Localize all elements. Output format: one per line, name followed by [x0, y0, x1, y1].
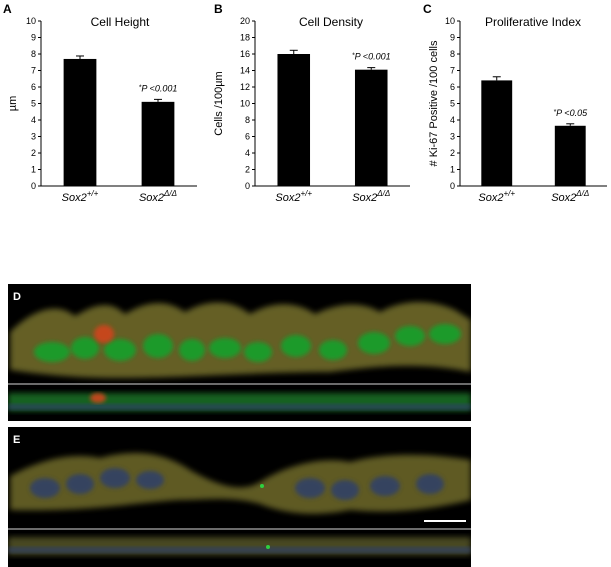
chart-title: Cell Density [299, 15, 363, 29]
category-label: Sox2+/+ [478, 189, 515, 204]
y-axis-label: Cells /100µm [213, 71, 225, 135]
y-tick-label: 7 [31, 66, 36, 76]
y-tick-label: 6 [450, 82, 455, 92]
bar [481, 80, 513, 186]
y-tick-label: 14 [240, 66, 250, 76]
bar [277, 54, 311, 186]
y-tick-label: 4 [450, 115, 455, 125]
y-tick-label: 4 [245, 148, 250, 158]
y-tick-label: 10 [240, 99, 250, 109]
y-tick-label: 0 [450, 181, 455, 191]
y-tick-label: 0 [31, 181, 36, 191]
y-tick-label: 1 [450, 165, 455, 175]
category-label: Sox2+/+ [62, 189, 99, 204]
y-tick-label: 3 [31, 132, 36, 142]
y-tick-label: 8 [31, 49, 36, 59]
category-label: Sox2Δ/Δ [551, 189, 589, 204]
y-tick-label: 6 [245, 132, 250, 142]
y-tick-label: 2 [31, 148, 36, 158]
panel-letter-a: A [3, 2, 12, 16]
y-axis-label: # Ki-67 Positive /100 cells [428, 40, 440, 166]
y-tick-label: 4 [31, 115, 36, 125]
significance-annotation: *P <0.001 [139, 83, 178, 93]
chart-proliferative-index: Proliferative Index 0 1 2 3 4 5 6 7 8 9 10 # Ki-67 P… [428, 15, 607, 204]
y-tick-label: 12 [240, 82, 250, 92]
panel-letter-c: C [423, 2, 432, 16]
significance-annotation: *P <0.001 [352, 52, 391, 62]
y-tick-label: 7 [450, 66, 455, 76]
y-tick-label: 8 [450, 49, 455, 59]
y-tick-label: 2 [245, 165, 250, 175]
chart-title: Cell Height [91, 15, 150, 29]
y-tick-label: 3 [450, 132, 455, 142]
micrograph-e: E [8, 427, 471, 567]
bar [354, 69, 388, 186]
panel-letter-e: E [13, 434, 20, 446]
chart-cell-density: Cell Density 0 2 4 6 8 10 12 14 16 18 20 Cells /100µ… [213, 15, 410, 204]
y-tick-label: 6 [31, 82, 36, 92]
y-tick-label: 9 [450, 33, 455, 43]
bar [63, 58, 97, 187]
y-tick-label: 0 [245, 181, 250, 191]
category-label: Sox2+/+ [275, 189, 312, 204]
micrograph-d: D [8, 284, 471, 421]
panel-letter-b: B [214, 2, 223, 16]
y-tick-label: 9 [31, 33, 36, 43]
y-tick-label: 10 [445, 16, 455, 26]
significance-annotation: *P <0.05 [553, 108, 588, 118]
chart-title: Proliferative Index [485, 15, 581, 29]
y-tick-label: 20 [240, 16, 250, 26]
category-label: Sox2Δ/Δ [139, 189, 177, 204]
bar [554, 125, 586, 186]
y-tick-label: 16 [240, 49, 250, 59]
y-tick-label: 10 [26, 16, 36, 26]
y-axis-label: µm [7, 96, 19, 112]
y-tick-label: 18 [240, 33, 250, 43]
panel-letter-d: D [13, 291, 21, 303]
y-tick-label: 5 [31, 99, 36, 109]
y-tick-label: 8 [245, 115, 250, 125]
chart-cell-height: Cell Height 0 1 2 3 4 5 6 7 8 9 10 µm Sox2+/+ Sox2Δ/Δ *… [7, 15, 197, 204]
category-label: Sox2Δ/Δ [352, 189, 390, 204]
y-tick-label: 5 [450, 99, 455, 109]
y-tick-label: 2 [450, 148, 455, 158]
y-tick-label: 1 [31, 165, 36, 175]
bar [141, 101, 175, 186]
